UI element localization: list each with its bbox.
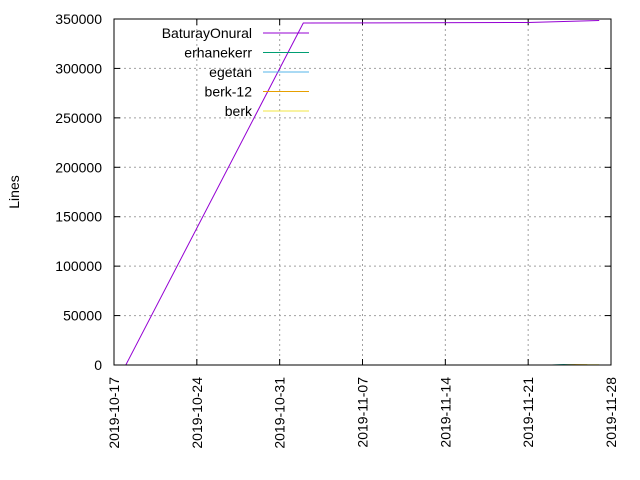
- x-axis-ticks: 2019-10-17 2019-10-24 2019-10-31 2019-11-07…: [106, 19, 619, 449]
- plot-frame: [113, 18, 612, 366]
- x-tick-label: 2019-10-24: [189, 377, 205, 449]
- y-tick-label: 300000: [55, 60, 102, 76]
- y-axis-ticks: 0 50000 100000 150000 200000 250000 300000 3500…: [55, 11, 611, 373]
- legend-label: berk: [225, 103, 253, 119]
- series-line-BaturayOnural: [125, 20, 600, 366]
- legend-label: egetan: [209, 64, 252, 80]
- y-tick-label: 250000: [55, 110, 102, 126]
- x-tick-label: 2019-11-21: [520, 377, 536, 448]
- x-tick-label: 2019-11-07: [355, 377, 371, 448]
- y-tick-label: 200000: [55, 159, 102, 175]
- legend-label: erhanekerr: [184, 45, 252, 61]
- legend-label: berk-12: [205, 84, 253, 100]
- y-tick-label: 350000: [55, 11, 102, 27]
- x-tick-label: 2019-11-28: [603, 377, 619, 448]
- y-tick-label: 100000: [55, 258, 102, 274]
- x-tick-label: 2019-10-17: [106, 377, 122, 449]
- legend: BaturayOnural erhanekerr egetan berk-12 berk: [162, 25, 309, 119]
- legend-label: BaturayOnural: [162, 25, 252, 41]
- y-tick-label: 0: [94, 357, 102, 373]
- y-axis-label: Lines: [6, 175, 22, 208]
- x-tick-label: 2019-11-14: [437, 377, 453, 448]
- y-tick-label: 50000: [63, 308, 102, 324]
- x-tick-label: 2019-10-31: [272, 377, 288, 449]
- y-tick-label: 150000: [55, 209, 102, 225]
